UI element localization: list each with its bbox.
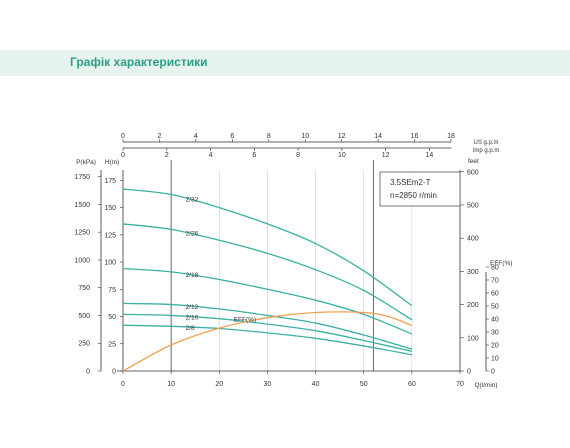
- us-gpm-tick-label: 8: [267, 133, 271, 140]
- feet-tick-label: 600: [467, 169, 479, 176]
- x-tick-label: 60: [408, 381, 416, 388]
- head-curve: [122, 223, 413, 321]
- feet-tick-label: 500: [467, 202, 479, 209]
- eff-tick-label: 70: [491, 278, 499, 285]
- pressure-tick-label: 1000: [74, 257, 90, 264]
- x-tick-label: 50: [360, 381, 368, 388]
- head-tick-label: 100: [104, 260, 116, 267]
- us-gpm-tick-label: 12: [338, 133, 346, 140]
- pressure-tick-label: 500: [78, 313, 90, 320]
- x-axis-label: Q(l/min): [474, 382, 497, 389]
- imp-gpm-axis-label: Imp g.p.m: [473, 148, 500, 154]
- series-label: 2/32: [186, 196, 199, 203]
- head-tick-label: 25: [108, 341, 116, 348]
- model-label: 3.5SEm2-T: [390, 178, 431, 187]
- page-title: Графік характеристики: [70, 55, 208, 69]
- head-tick-label: 150: [104, 205, 116, 212]
- us-gpm-tick-label: 6: [230, 133, 234, 140]
- feet-tick-label: 100: [467, 335, 479, 342]
- efficiency-curve: [122, 311, 413, 372]
- eff-tick-label: 60: [491, 291, 499, 298]
- pressure-tick-label: 0: [86, 369, 90, 376]
- head-tick-label: 175: [104, 178, 116, 185]
- speed-label: n=2850 r/min: [390, 191, 437, 200]
- efficiency-label: EFF(%): [234, 317, 256, 324]
- feet-tick-label: 0: [467, 369, 471, 376]
- x-tick-label: 20: [215, 381, 223, 388]
- eff-tick-label: 40: [491, 317, 499, 324]
- eff-tick-label: 0: [491, 369, 495, 376]
- eff-tick-label: 80: [491, 265, 499, 272]
- us-gpm-tick-label: 16: [411, 133, 419, 140]
- imp-gpm-tick-label: 6: [252, 152, 256, 159]
- us-gpm-tick-label: 18: [447, 133, 455, 140]
- us-gpm-axis-label: US g.p.m: [473, 140, 498, 146]
- pressure-tick-label: 1750: [74, 174, 90, 181]
- us-gpm-tick-label: 4: [194, 133, 198, 140]
- pressure-tick-label: 1500: [74, 202, 90, 209]
- us-gpm-tick-label: 14: [374, 133, 382, 140]
- eff-tick-label: 10: [491, 356, 499, 363]
- x-tick-label: 30: [264, 381, 272, 388]
- head-curve: [122, 188, 413, 307]
- us-gpm-tick-label: 2: [157, 133, 161, 140]
- us-gpm-tick-label: 0: [121, 133, 125, 140]
- imp-gpm-tick-label: 2: [165, 152, 169, 159]
- head-tick-label: 0: [112, 369, 116, 376]
- head-curve: [122, 302, 413, 350]
- header-band: [0, 50, 570, 76]
- feet-tick-label: 200: [467, 302, 479, 309]
- eff-axis-label: EFF(%): [490, 260, 512, 267]
- feet-tick-label: 400: [467, 236, 479, 243]
- imp-gpm-tick-label: 4: [209, 152, 213, 159]
- head-axis-label: H(m): [105, 159, 119, 166]
- imp-gpm-tick-label: 12: [382, 152, 390, 159]
- x-tick-label: 0: [121, 381, 125, 388]
- eff-tick-label: 50: [491, 304, 499, 311]
- x-tick-label: 70: [456, 381, 464, 388]
- x-tick-label: 10: [167, 381, 175, 388]
- series-label: 2/10: [186, 314, 199, 321]
- imp-gpm-tick-label: 10: [338, 152, 346, 159]
- head-curve: [122, 313, 413, 353]
- pressure-axis-label: P(kPa): [76, 159, 96, 166]
- head-tick-label: 125: [104, 232, 116, 239]
- pressure-tick-label: 250: [78, 341, 90, 348]
- series-label: 2/26: [186, 231, 199, 238]
- imp-gpm-tick-label: 14: [426, 152, 434, 159]
- pressure-tick-label: 1250: [74, 230, 90, 237]
- eff-tick-label: 30: [491, 330, 499, 337]
- series-label: 2/18: [186, 272, 199, 279]
- series-label: 2/12: [186, 304, 199, 311]
- us-gpm-tick-label: 10: [301, 133, 309, 140]
- head-curve: [122, 267, 413, 335]
- imp-gpm-tick-label: 8: [296, 152, 300, 159]
- feet-tick-label: 300: [467, 269, 479, 276]
- imp-gpm-tick-label: 0: [121, 152, 125, 159]
- eff-tick-label: 20: [491, 343, 499, 350]
- pressure-tick-label: 750: [78, 285, 90, 292]
- head-tick-label: 75: [108, 287, 116, 294]
- series-label: 2/8: [186, 325, 195, 332]
- x-tick-label: 40: [312, 381, 320, 388]
- model-info-box: [379, 171, 461, 207]
- feet-axis-label: feet: [468, 158, 479, 165]
- head-curve: [122, 324, 412, 356]
- head-tick-label: 50: [108, 314, 116, 321]
